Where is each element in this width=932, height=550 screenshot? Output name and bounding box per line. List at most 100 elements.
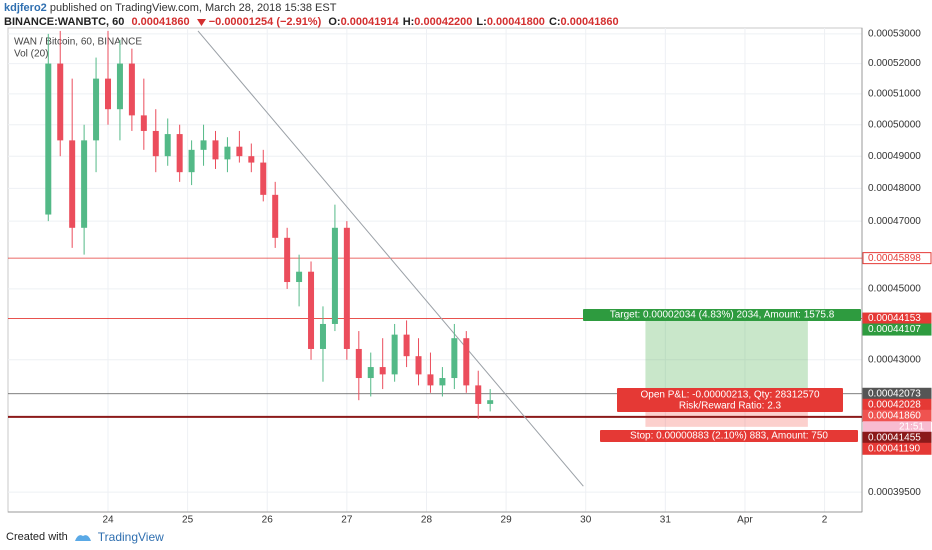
target-zone <box>645 318 808 394</box>
brand[interactable]: TradingView <box>97 530 164 544</box>
x-tick-label: 2 <box>822 515 828 526</box>
publish-line: kdjfero2 published on TradingView.com, M… <box>4 2 336 14</box>
pnl-label-box <box>617 388 843 412</box>
rr-label: Risk/Reward Ratio: 2.3 <box>679 401 782 412</box>
candle-body <box>260 162 267 195</box>
candle-body <box>308 271 315 349</box>
ohlc-label: O: <box>328 16 341 28</box>
y-tick-label: 0.00043000 <box>868 354 921 365</box>
candle-body <box>331 227 338 324</box>
candle-body <box>439 378 446 386</box>
y-tick-label: 0.00050000 <box>868 119 921 130</box>
candle-body <box>248 156 255 163</box>
ohlc-label: H: <box>402 16 415 28</box>
candle-body <box>128 63 135 116</box>
stop-label-box <box>600 430 858 442</box>
stop-label: Stop: 0.00000883 (2.10%) 883, Amount: 75… <box>630 431 828 442</box>
price-label: 0.00042073 <box>868 388 921 399</box>
x-tick-label: 24 <box>102 515 114 526</box>
last-price: 0.00041860 <box>131 16 190 28</box>
candle-body <box>343 227 350 349</box>
footer: Created with TradingView <box>6 530 164 544</box>
candle-body <box>415 356 422 375</box>
candle-body <box>236 146 243 157</box>
trendline <box>197 30 584 487</box>
x-tick-label: Apr <box>737 515 753 526</box>
price-label: 0.00044153 <box>868 313 921 324</box>
candle-body <box>391 334 398 375</box>
x-tick-label: 26 <box>262 515 274 526</box>
candle-body <box>140 115 147 131</box>
symbol-line: BINANCE:WANBTC, 60 0.00041860 −0.0000125… <box>4 16 627 28</box>
y-tick-label: 0.00039500 <box>868 487 921 498</box>
candle-body <box>81 140 88 228</box>
candle-body <box>93 78 100 141</box>
x-tick-label: 31 <box>660 515 672 526</box>
x-tick-label: 29 <box>501 515 513 526</box>
candle-body <box>224 146 231 160</box>
price-label: 0.00045898 <box>868 253 921 264</box>
ohlc-value: 0.00041860 <box>560 16 619 28</box>
candle-body <box>403 334 410 357</box>
legend-text: Vol (20) <box>14 49 48 60</box>
candle-body <box>272 194 279 238</box>
price-label: 0.00041190 <box>868 443 921 454</box>
x-tick-label: 30 <box>580 515 592 526</box>
candle-body <box>176 134 183 173</box>
publish-info: published on TradingView.com, March 28, … <box>49 2 337 14</box>
symbol: BINANCE:WANBTC, 60 <box>4 16 125 28</box>
price-label: 0.00044107 <box>868 324 921 335</box>
candle-body <box>105 78 112 110</box>
y-tick-label: 0.00051000 <box>868 88 921 99</box>
candle-body <box>152 130 159 157</box>
candle-body <box>355 348 362 379</box>
candle-body <box>427 374 434 386</box>
y-tick-label: 0.00047000 <box>868 216 921 227</box>
candle-body <box>116 63 123 110</box>
candle-body <box>164 134 171 157</box>
ohlc: O:0.00041914 H:0.00042200 L:0.00041800 C:0.… <box>328 16 622 28</box>
price-label: 0.00041860 <box>868 410 921 421</box>
ohlc-label: C: <box>548 16 561 28</box>
ohlc-label: L: <box>476 16 487 28</box>
ohlc-value: 0.00041914 <box>340 16 399 28</box>
candle-body <box>296 271 303 283</box>
countdown-box <box>863 421 931 433</box>
price-label-box <box>862 323 932 336</box>
y-tick-label: 0.00053000 <box>868 29 921 40</box>
legend-text: WAN / Bitcoin, 60, BINANCE <box>14 37 142 48</box>
pnl-label: Open P&L: -0.00000213, Qty: 28312570 <box>640 390 819 401</box>
change: −0.00001254 (−2.91%) <box>208 16 322 28</box>
candle-body <box>45 63 52 215</box>
candle-body <box>487 400 494 404</box>
candle-body <box>57 63 64 141</box>
x-tick-label: 28 <box>421 515 433 526</box>
candle-body <box>367 367 374 379</box>
target-label: Target: 0.00002034 (4.83%) 2034, Amount:… <box>610 310 835 321</box>
price-label: 0.00042028 <box>868 399 921 410</box>
countdown: 21:51 <box>899 421 924 432</box>
author[interactable]: kdjfero2 <box>4 2 47 14</box>
down-arrow <box>196 19 206 27</box>
tv-logo <box>74 535 91 541</box>
ohlc-value: 0.00042200 <box>414 16 473 28</box>
candle-body <box>188 149 195 173</box>
x-tick-label: 27 <box>341 515 353 526</box>
y-tick-label: 0.00049000 <box>868 151 921 162</box>
chart: 0.00053000 0.00052000 0.00051000 0.00050000… <box>7 27 932 526</box>
target-label-box <box>583 309 861 321</box>
y-tick-label: 0.00048000 <box>868 183 921 194</box>
candle-body <box>319 323 326 349</box>
candle-body <box>463 338 470 386</box>
candle-body <box>451 338 458 379</box>
candle-body <box>200 140 207 150</box>
y-tick-label: 0.00045000 <box>868 284 921 295</box>
price-label: 0.00041455 <box>868 432 921 443</box>
price-label-box <box>862 442 932 455</box>
candle-body <box>212 140 219 160</box>
candle-body <box>379 367 386 375</box>
x-tick-label: 25 <box>182 515 194 526</box>
ohlc-value: 0.00041800 <box>486 16 545 28</box>
price-label-box <box>862 252 932 265</box>
